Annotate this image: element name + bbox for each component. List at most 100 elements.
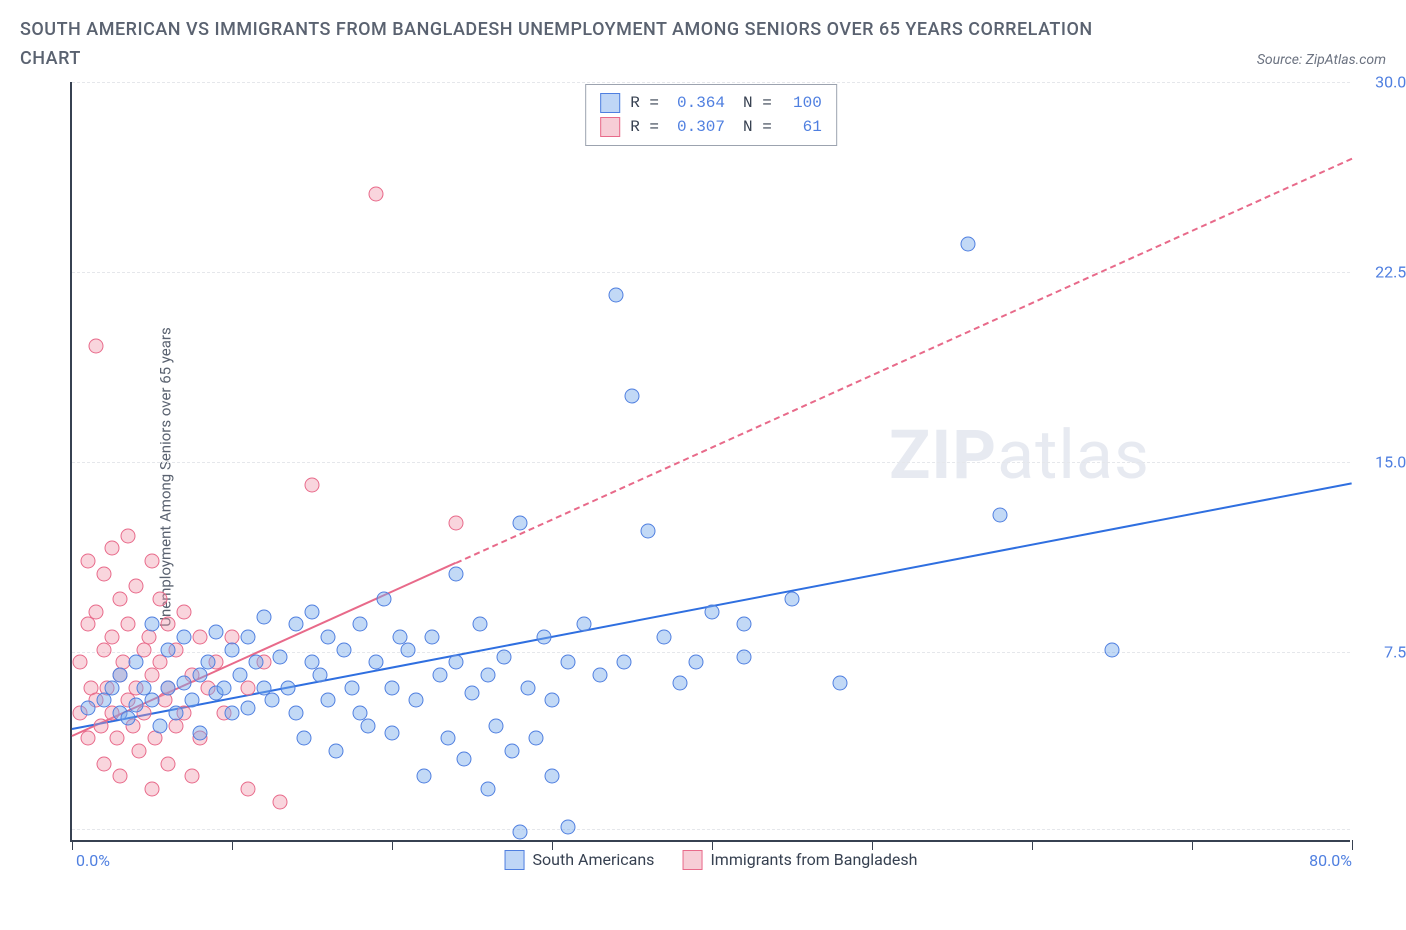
point-south-american bbox=[153, 718, 168, 733]
point-south-american bbox=[177, 675, 192, 690]
correlation-legend: R =0.364N =100R =0.307N =61 bbox=[585, 84, 837, 146]
point-south-american bbox=[625, 389, 640, 404]
point-bangladesh bbox=[161, 756, 176, 771]
y-tick-label: 30.0% bbox=[1375, 72, 1406, 91]
point-south-american bbox=[297, 731, 312, 746]
legend-swatch bbox=[505, 850, 525, 870]
point-south-american bbox=[289, 705, 304, 720]
point-bangladesh bbox=[141, 629, 156, 644]
point-south-american bbox=[993, 508, 1008, 523]
point-south-american bbox=[657, 629, 672, 644]
point-south-american bbox=[105, 680, 120, 695]
point-bangladesh bbox=[89, 338, 104, 353]
point-south-american bbox=[281, 680, 296, 695]
x-tick-label: 80.0% bbox=[1309, 851, 1352, 870]
point-south-american bbox=[289, 617, 304, 632]
point-south-american bbox=[449, 655, 464, 670]
x-tick bbox=[712, 840, 713, 850]
point-south-american bbox=[401, 642, 416, 657]
point-bangladesh bbox=[73, 655, 88, 670]
point-bangladesh bbox=[241, 781, 256, 796]
point-south-american bbox=[513, 825, 528, 840]
point-south-american bbox=[97, 693, 112, 708]
point-south-american bbox=[737, 650, 752, 665]
point-south-american bbox=[113, 667, 128, 682]
legend-swatch bbox=[682, 850, 702, 870]
point-south-american bbox=[513, 515, 528, 530]
point-south-american bbox=[321, 693, 336, 708]
point-bangladesh bbox=[129, 579, 144, 594]
point-bangladesh bbox=[305, 477, 320, 492]
point-bangladesh bbox=[132, 743, 147, 758]
point-south-american bbox=[185, 693, 200, 708]
x-tick bbox=[392, 840, 393, 850]
point-bangladesh bbox=[369, 186, 384, 201]
point-south-american bbox=[201, 655, 216, 670]
point-south-american bbox=[345, 680, 360, 695]
point-south-american bbox=[425, 629, 440, 644]
point-south-american bbox=[689, 655, 704, 670]
watermark: ZIPatlas bbox=[889, 415, 1150, 495]
point-south-american bbox=[369, 655, 384, 670]
point-south-american bbox=[313, 667, 328, 682]
point-south-american bbox=[249, 655, 264, 670]
point-south-american bbox=[673, 675, 688, 690]
gridline bbox=[72, 82, 1350, 83]
point-bangladesh bbox=[89, 604, 104, 619]
point-south-american bbox=[705, 604, 720, 619]
x-tick bbox=[72, 840, 73, 850]
point-south-american bbox=[481, 667, 496, 682]
point-bangladesh bbox=[153, 655, 168, 670]
x-tick bbox=[1192, 840, 1193, 850]
y-tick-label: 7.5% bbox=[1384, 642, 1406, 661]
trend-line bbox=[456, 158, 1353, 564]
point-south-american bbox=[961, 237, 976, 252]
point-south-american bbox=[217, 680, 232, 695]
point-bangladesh bbox=[145, 553, 160, 568]
point-south-american bbox=[361, 718, 376, 733]
point-south-american bbox=[545, 693, 560, 708]
point-south-american bbox=[441, 731, 456, 746]
point-south-american bbox=[641, 523, 656, 538]
point-bangladesh bbox=[193, 629, 208, 644]
point-south-american bbox=[833, 675, 848, 690]
point-south-american bbox=[209, 624, 224, 639]
x-tick-label: 0.0% bbox=[76, 851, 110, 870]
point-south-american bbox=[473, 617, 488, 632]
point-south-american bbox=[121, 711, 136, 726]
point-bangladesh bbox=[121, 528, 136, 543]
point-south-american bbox=[81, 700, 96, 715]
legend-item: Immigrants from Bangladesh bbox=[682, 850, 917, 870]
point-south-american bbox=[225, 705, 240, 720]
point-south-american bbox=[1105, 642, 1120, 657]
gridline bbox=[72, 272, 1350, 273]
point-bangladesh bbox=[157, 693, 172, 708]
x-tick bbox=[1352, 840, 1353, 850]
gridline bbox=[72, 652, 1350, 653]
point-south-american bbox=[233, 667, 248, 682]
point-south-american bbox=[505, 743, 520, 758]
source-attribution: Source: ZipAtlas.com bbox=[1257, 52, 1386, 74]
point-south-american bbox=[177, 629, 192, 644]
point-bangladesh bbox=[113, 591, 128, 606]
point-south-american bbox=[433, 667, 448, 682]
point-bangladesh bbox=[177, 604, 192, 619]
point-bangladesh bbox=[81, 553, 96, 568]
point-south-american bbox=[193, 667, 208, 682]
legend-swatch bbox=[600, 117, 620, 137]
x-tick bbox=[552, 840, 553, 850]
plot-area: ZIPatlas R =0.364N =100R =0.307N =61 Sou… bbox=[70, 82, 1350, 842]
point-bangladesh bbox=[113, 769, 128, 784]
point-south-american bbox=[561, 819, 576, 834]
point-bangladesh bbox=[105, 541, 120, 556]
point-south-american bbox=[409, 693, 424, 708]
point-bangladesh bbox=[121, 617, 136, 632]
point-south-american bbox=[617, 655, 632, 670]
point-south-american bbox=[129, 698, 144, 713]
point-south-american bbox=[465, 685, 480, 700]
point-south-american bbox=[321, 629, 336, 644]
point-south-american bbox=[545, 769, 560, 784]
point-south-american bbox=[385, 726, 400, 741]
point-south-american bbox=[417, 769, 432, 784]
point-south-american bbox=[497, 650, 512, 665]
